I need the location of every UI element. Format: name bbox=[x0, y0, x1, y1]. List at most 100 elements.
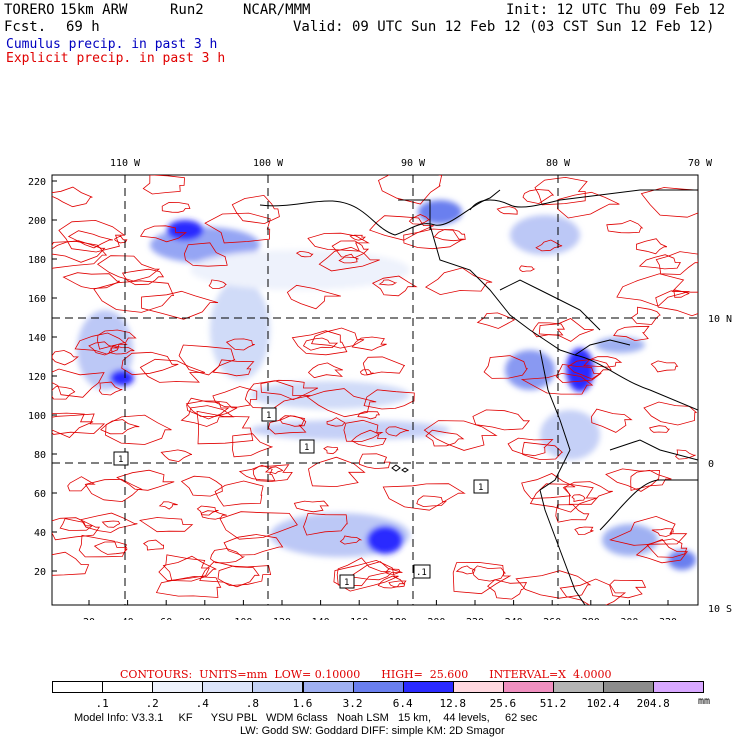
colorbar-label: 102.4 bbox=[586, 697, 620, 710]
y-tick-label: 60 bbox=[34, 489, 46, 500]
lon-label-110w: 110 W bbox=[110, 158, 141, 169]
x-tick-label: 160 bbox=[350, 617, 368, 620]
contour-line bbox=[496, 206, 519, 215]
contour-line bbox=[141, 290, 219, 320]
colorbar-cell bbox=[302, 681, 354, 693]
contour-line bbox=[471, 565, 506, 582]
x-tick-label: 180 bbox=[389, 617, 407, 620]
contour-line bbox=[52, 240, 108, 269]
contour-line bbox=[80, 512, 138, 533]
cumulus-precip-field bbox=[77, 200, 696, 570]
contour-line bbox=[385, 568, 401, 575]
contour-line bbox=[333, 559, 399, 592]
contour-line bbox=[139, 358, 206, 383]
contour-line bbox=[307, 232, 370, 252]
contour-line bbox=[293, 500, 330, 513]
colorbar-cell bbox=[402, 681, 454, 693]
model-physics: LW: Godd SW: Goddard DIFF: simple KM: 2D… bbox=[240, 725, 505, 737]
contour-line bbox=[529, 483, 597, 513]
x-tick-label: 200 bbox=[427, 617, 445, 620]
contour-line bbox=[655, 290, 698, 317]
contour-line bbox=[616, 273, 690, 307]
contour-line bbox=[555, 363, 602, 384]
y-tick-label: 140 bbox=[28, 333, 46, 344]
contours-info: CONTOURS: UNITS=mm LOW= 0.10000 HIGH= 25… bbox=[120, 668, 611, 681]
contour-line bbox=[142, 539, 165, 551]
colorbar-cell bbox=[202, 681, 254, 693]
lon-label-100w: 100 W bbox=[253, 158, 284, 169]
contour-line bbox=[643, 401, 698, 426]
x-tick-label: 280 bbox=[582, 617, 600, 620]
x-tick-label: 40 bbox=[122, 617, 134, 620]
contour-tag-label: 1 bbox=[478, 483, 483, 493]
contour-line bbox=[648, 425, 670, 433]
contour-line bbox=[142, 175, 185, 195]
contour-line bbox=[307, 362, 344, 379]
contour-line bbox=[121, 351, 179, 376]
contour-line bbox=[403, 228, 465, 250]
contour-line bbox=[238, 464, 276, 481]
contour-line bbox=[605, 468, 661, 492]
contour-line bbox=[279, 415, 307, 427]
contour-tag-label: 1 bbox=[118, 455, 123, 465]
contour-tag bbox=[113, 451, 129, 466]
contour-line bbox=[291, 330, 348, 356]
colorbar-label: 3.2 bbox=[342, 697, 363, 710]
valid-time: Valid: 09 UTC Sun 12 Feb 12 (03 CST Sun … bbox=[293, 19, 715, 35]
contour-line bbox=[58, 219, 126, 253]
contour-line bbox=[196, 410, 254, 445]
colorbar-label: .2 bbox=[145, 697, 159, 710]
colorbar-label: .8 bbox=[245, 697, 260, 710]
contour-tag-label: 1 bbox=[304, 443, 309, 453]
contour-line bbox=[52, 350, 79, 366]
x-tick-label: 60 bbox=[160, 617, 172, 620]
contour-line bbox=[323, 446, 339, 455]
coastlines bbox=[259, 189, 698, 605]
contour-line bbox=[52, 368, 105, 398]
contour-line bbox=[244, 380, 311, 409]
contour-line bbox=[369, 215, 434, 241]
x-tick-label: 240 bbox=[505, 617, 523, 620]
contour-line bbox=[655, 251, 698, 275]
contour-line bbox=[476, 312, 516, 329]
contour-line bbox=[358, 453, 391, 470]
colorbar-label: 6.4 bbox=[392, 697, 413, 710]
contour-line bbox=[160, 449, 193, 463]
contour-line bbox=[520, 372, 594, 395]
cumulus-legend: Cumulus precip. in past 3 h bbox=[6, 37, 218, 52]
contour-line bbox=[591, 408, 633, 433]
contour-line bbox=[336, 557, 391, 587]
contour-line bbox=[636, 238, 668, 255]
contour-line bbox=[208, 279, 228, 289]
contour-line bbox=[382, 483, 466, 511]
lat-label-10s: 10 S bbox=[708, 604, 732, 615]
contour-line bbox=[562, 481, 613, 505]
y-axis-ticks: 220 200 180 160 140 120 100 80 60 40 20 bbox=[28, 177, 57, 578]
contour-line bbox=[339, 535, 363, 545]
colorbar-label: 51.2 bbox=[539, 697, 567, 710]
contour-line bbox=[338, 253, 359, 264]
contour-line bbox=[260, 379, 319, 401]
contour-line bbox=[139, 225, 187, 243]
colorbar-unit: mm bbox=[698, 696, 711, 707]
fcst-label: Fcst. bbox=[4, 19, 47, 35]
contour-line bbox=[52, 386, 76, 400]
contour-line bbox=[555, 504, 590, 523]
contour-line bbox=[613, 325, 650, 342]
model-name: TORERO bbox=[4, 2, 55, 18]
colorbar-cell bbox=[102, 681, 154, 693]
lat-label-0: 0 bbox=[708, 459, 714, 470]
contour-line bbox=[606, 219, 644, 234]
contour-line bbox=[214, 480, 264, 507]
contour-line bbox=[425, 267, 493, 296]
x-tick-label: 100 bbox=[234, 617, 252, 620]
x-tick-label: 80 bbox=[199, 617, 211, 620]
lon-label-70w: 70 W bbox=[688, 158, 713, 169]
contour-line bbox=[650, 360, 679, 373]
contour-line bbox=[388, 580, 407, 588]
contour-line bbox=[52, 186, 93, 208]
x-tick-label: 140 bbox=[312, 617, 330, 620]
contour-line bbox=[455, 565, 476, 575]
contour-line bbox=[62, 272, 120, 290]
